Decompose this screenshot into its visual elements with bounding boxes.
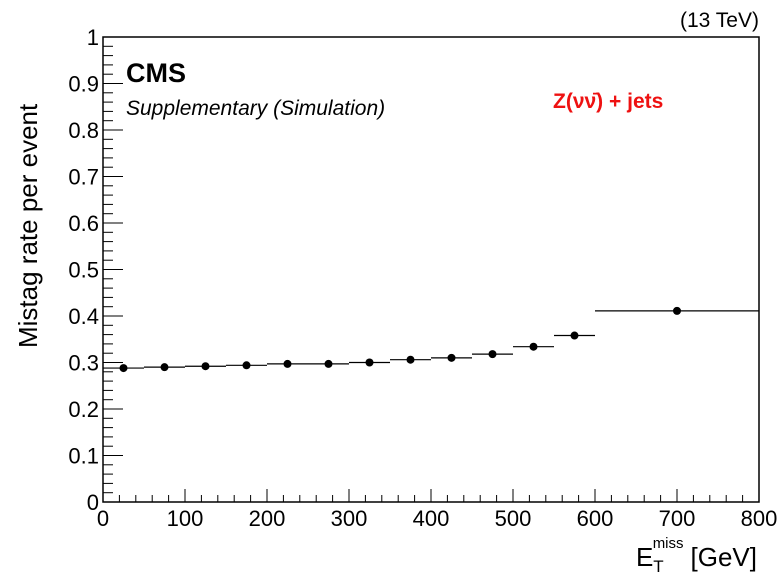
data-point	[406, 355, 415, 364]
data-point	[447, 353, 456, 362]
cms-label: CMS	[126, 58, 186, 88]
cms-sublabel: Supplementary (Simulation)	[126, 97, 385, 120]
data-points	[103, 306, 759, 373]
y-tick-label: 0.8	[68, 118, 99, 143]
data-point	[242, 361, 251, 370]
data-point	[488, 350, 497, 359]
x-tick-label: 400	[413, 506, 450, 531]
data-point	[119, 364, 128, 373]
y-tick-labels: 0 0.1 0.2 0.3 0.4 0.5 0.6 0.7 0.8 0.9 1	[68, 25, 99, 515]
data-point	[673, 306, 681, 315]
data-point	[570, 331, 579, 340]
data-point	[324, 359, 333, 368]
x-tick-label: 200	[249, 506, 286, 531]
y-tick-label: 0.7	[68, 165, 99, 190]
x-tick-label: 100	[167, 506, 204, 531]
x-axis-title: ETmiss [GeV]	[636, 535, 757, 576]
x-axis-title-main: E	[636, 542, 653, 572]
x-tick-label: 800	[741, 506, 778, 531]
x-tick-label: 500	[495, 506, 532, 531]
y-tick-label: 0.2	[68, 397, 99, 422]
y-tick-label: 0.1	[68, 444, 99, 469]
x-tick-label: 600	[577, 506, 614, 531]
y-tick-label: 0.4	[68, 304, 99, 329]
y-tick-label: 0.5	[68, 258, 99, 283]
data-point	[160, 363, 169, 372]
y-axis-title: Mistag rate per event	[13, 103, 43, 348]
x-tick-label: 300	[331, 506, 368, 531]
process-annotation: Z(νν̄) + jets	[553, 90, 663, 113]
x-axis-title-unit: [GeV]	[691, 542, 757, 572]
data-point	[283, 359, 292, 368]
y-tick-label: 1	[87, 25, 99, 50]
data-point	[529, 342, 538, 351]
energy-label: (13 TeV)	[680, 9, 759, 32]
x-axis-title-sup: miss	[653, 535, 684, 552]
data-point	[365, 358, 374, 367]
x-axis-title-sub: T	[653, 557, 663, 576]
x-tick-label: 0	[97, 506, 109, 531]
y-tick-label: 0.3	[68, 351, 99, 376]
x-tick-labels: 0 100 200 300 400 500 600 700 800	[97, 506, 777, 531]
y-tick-label: 0	[87, 490, 99, 515]
y-tick-label: 0.9	[68, 72, 99, 97]
y-tick-label: 0.6	[68, 211, 99, 236]
x-tick-label: 700	[659, 506, 696, 531]
axis-ticks	[102, 36, 760, 503]
data-point	[201, 362, 210, 371]
